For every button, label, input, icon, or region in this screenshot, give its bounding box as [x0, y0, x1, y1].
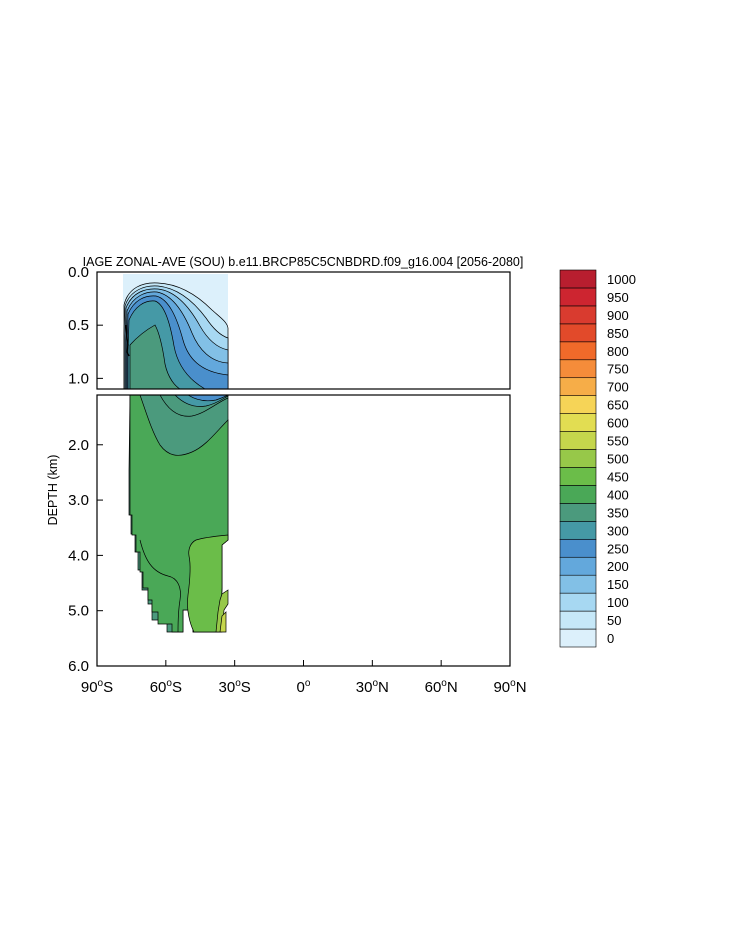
y-tick-label: 4.0 [68, 547, 89, 564]
upper-panel-frame [96, 271, 511, 390]
colorbar-label: 150 [607, 577, 629, 592]
x-tick-hemisphere: S [172, 679, 182, 696]
colorbar-label: 850 [607, 326, 629, 341]
colorbar-box [559, 359, 597, 379]
degree-sign: o [441, 678, 447, 689]
upper-panel-field [123, 274, 229, 389]
degree-sign: o [305, 678, 311, 689]
x-tick-hemisphere: S [241, 679, 251, 696]
colorbar-box [559, 503, 597, 522]
degree-sign: o [98, 678, 104, 689]
colorbar-box [559, 395, 597, 414]
colorbar-label: 800 [607, 344, 629, 359]
upper-level-350 [129, 324, 181, 389]
x-tick-label: 60oS [150, 678, 182, 696]
upper-panel: 0.0 0.5 1.0 [68, 264, 511, 390]
x-tick-hemisphere: S [103, 679, 113, 696]
colorbar-box [559, 592, 597, 612]
y-tick-label: 0.5 [68, 317, 89, 334]
x-tick-hemisphere: N [516, 679, 527, 696]
x-tick-label: 0o [297, 678, 311, 696]
degree-sign: o [235, 678, 241, 689]
colorbar-box [559, 628, 597, 648]
lower-level-500 [215, 589, 229, 633]
colorbar-label: 600 [607, 416, 629, 431]
colorbar-box [559, 521, 597, 540]
colorbar-label: 900 [607, 308, 629, 323]
x-tick-label: 90oS [81, 678, 113, 696]
x-tick-hemisphere: N [378, 679, 389, 696]
x-tick-label: 90oN [493, 678, 526, 696]
y-tick-label: 5.0 [68, 603, 89, 620]
y-tick-label: 0.0 [68, 264, 89, 281]
colorbar-label: 300 [607, 523, 629, 538]
lower-panel-field [128, 395, 229, 633]
x-tick-label: 30oS [219, 678, 251, 696]
x-tick-number: 60 [425, 679, 442, 696]
colorbar-label: 700 [607, 380, 629, 395]
upper-edge-spike [125, 324, 130, 357]
colorbar-box [559, 449, 597, 468]
colorbar-box [559, 305, 597, 325]
colorbar-box [559, 287, 597, 307]
chart-title: IAGE ZONAL-AVE (SOU) b.e11.BRCP85C5CNBDR… [83, 255, 524, 269]
y-tick-label: 1.0 [68, 370, 89, 387]
colorbar-label: 400 [607, 487, 629, 502]
colorbar-label: 450 [607, 469, 629, 484]
x-tick-number: 90 [493, 679, 510, 696]
colorbar-box [559, 341, 597, 361]
colorbar-box [559, 574, 597, 594]
y-tick-label: 3.0 [68, 492, 89, 509]
colorbar-label: 0 [607, 631, 614, 646]
y-axis-label: DEPTH (km) [46, 455, 60, 526]
colorbar-box [559, 467, 597, 486]
colorbar-box [559, 610, 597, 630]
degree-sign: o [372, 678, 378, 689]
colorbar-box [559, 323, 597, 343]
colorbar-box [559, 431, 597, 450]
x-tick-number: 30 [219, 679, 236, 696]
colorbar-box [559, 485, 597, 504]
x-tick-number: 30 [356, 679, 373, 696]
lower-panel: 2.0 3.0 4.0 5.0 6.0 [68, 394, 511, 675]
colorbar-box [559, 556, 597, 576]
colorbar-label: 200 [607, 559, 629, 574]
degree-sign: o [166, 678, 172, 689]
colorbar-label: 500 [607, 452, 629, 467]
x-tick-number: 60 [150, 679, 167, 696]
colorbar-label: 50 [607, 613, 621, 628]
y-tick-label: 6.0 [68, 658, 89, 675]
lower-y-ticks: 2.0 3.0 4.0 5.0 6.0 [68, 437, 103, 675]
lower-level-550 [219, 611, 227, 633]
x-tick-number: 90 [81, 679, 98, 696]
colorbar-label: 750 [607, 362, 629, 377]
x-tick-number: 0 [297, 679, 305, 696]
upper-y-ticks: 0.0 0.5 1.0 [68, 264, 103, 387]
x-tick-hemisphere: N [447, 679, 458, 696]
colorbar-box [559, 413, 597, 432]
colorbar-label: 250 [607, 541, 629, 556]
colorbar-box [559, 269, 597, 289]
colorbar-label: 350 [607, 505, 629, 520]
lower-contour-400 [139, 539, 181, 633]
colorbar-box [559, 377, 597, 396]
lower-contour-250 [187, 395, 229, 402]
colorbar-label: 650 [607, 398, 629, 413]
colorbar: 0 50 100 150 200 250 300 350 400 450 500 550 600 650 7… [559, 269, 636, 648]
colorbar-label: 550 [607, 434, 629, 449]
colorbar-box [559, 538, 597, 558]
x-tick-label: 60oN [425, 678, 458, 696]
colorbar-label: 1000 [607, 272, 636, 287]
lower-contour-350-top [159, 395, 229, 417]
x-tick-label: 30oN [356, 678, 389, 696]
x-axis: 90oS 60oS 30oS 0o 30oN 60oN 90oN [81, 660, 527, 696]
y-tick-label: 2.0 [68, 437, 89, 454]
degree-sign: o [510, 678, 516, 689]
colorbar-label: 100 [607, 595, 629, 610]
colorbar-label: 950 [607, 290, 629, 305]
lower-level-450 [187, 534, 229, 633]
